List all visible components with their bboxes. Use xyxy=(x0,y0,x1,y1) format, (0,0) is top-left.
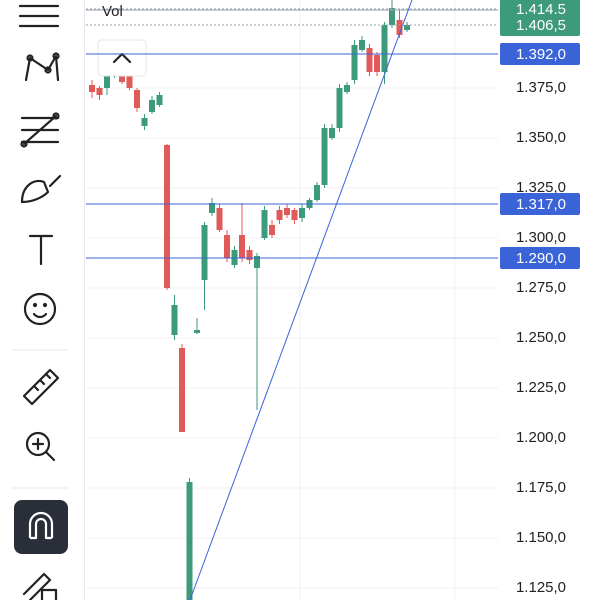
candle-body xyxy=(254,256,260,268)
candle-body xyxy=(186,482,193,600)
zoom-tool[interactable] xyxy=(25,431,56,462)
candle-body xyxy=(89,85,95,92)
vol-label: Vol xyxy=(102,3,123,20)
price-tag xyxy=(500,14,580,36)
fib-tool[interactable] xyxy=(20,112,60,148)
collapse-button[interactable] xyxy=(97,39,147,77)
y-tick-label: 1.150,0 xyxy=(516,529,566,546)
candle-body xyxy=(366,48,373,72)
magnet-tool-active[interactable] xyxy=(14,500,68,554)
candle-body xyxy=(194,330,200,333)
y-tick-label: 1.200,0 xyxy=(516,429,566,446)
button-box[interactable] xyxy=(97,39,147,77)
y-tick-label: 1.350,0 xyxy=(516,129,566,146)
candle-body xyxy=(351,45,358,80)
candle-body xyxy=(284,208,290,215)
pattern-tool[interactable] xyxy=(24,52,60,82)
candle-body xyxy=(216,208,223,230)
candle-body xyxy=(389,8,395,25)
text-tool[interactable] xyxy=(28,234,54,266)
price-tag xyxy=(500,247,580,269)
candle-body xyxy=(239,235,245,258)
price-tag-label: 1.406,5 xyxy=(516,17,566,34)
candle-body xyxy=(359,40,365,50)
price-tag xyxy=(500,43,580,65)
candle-body xyxy=(404,25,410,30)
candle-body xyxy=(141,118,148,126)
magnet-icon xyxy=(28,511,54,540)
y-tick-label: 1.300,0 xyxy=(516,229,566,246)
candle-body xyxy=(179,348,185,432)
candle-body xyxy=(96,88,103,95)
toolbar xyxy=(0,0,85,600)
candle-body xyxy=(164,145,170,288)
price-tag xyxy=(500,193,580,215)
y-tick-label: 1.125,0 xyxy=(516,579,566,596)
candle-body xyxy=(149,100,155,112)
y-tick-label: 1.175,0 xyxy=(516,479,566,496)
ruler-tool[interactable] xyxy=(22,368,60,406)
y-tick-label: 1.275,0 xyxy=(516,279,566,296)
y-tick-label: 1.250,0 xyxy=(516,329,566,346)
candle-body xyxy=(314,185,320,200)
candle-body xyxy=(329,128,335,138)
candle-body xyxy=(156,95,163,105)
candle-body xyxy=(374,55,380,72)
lock-tool[interactable] xyxy=(22,572,58,600)
candle-body xyxy=(299,208,305,218)
candle-body xyxy=(269,225,275,235)
candle-body xyxy=(336,88,343,128)
price-tag-label: 1.414,5 xyxy=(516,1,566,18)
candle-body xyxy=(171,305,178,335)
candle-body xyxy=(344,85,350,92)
y-tick-label: 1.375,0 xyxy=(516,79,566,96)
candle-body xyxy=(276,210,283,220)
brush-tool[interactable] xyxy=(20,174,62,204)
candle-body xyxy=(261,210,268,238)
price-tag-label: 1.290,0 xyxy=(516,250,566,267)
price-tag-label: 1.392,0 xyxy=(516,46,566,63)
candle-body xyxy=(134,90,140,108)
trend-line xyxy=(189,0,413,600)
emoji-tool[interactable] xyxy=(23,292,57,326)
candle-body xyxy=(201,225,208,280)
candle-body xyxy=(126,75,133,88)
y-tick-label: 1.225,0 xyxy=(516,379,566,396)
candle-body xyxy=(321,128,328,185)
candle-body xyxy=(381,25,388,72)
y-tick-label: 1.325,0 xyxy=(516,179,566,196)
candle-body xyxy=(224,235,230,258)
lines-tool[interactable] xyxy=(18,4,60,28)
grid xyxy=(299,0,456,600)
candle-body xyxy=(396,20,403,35)
candle-body xyxy=(291,210,298,220)
price-tag-label: 1.317,0 xyxy=(516,196,566,213)
candle-body xyxy=(209,203,215,213)
candle-body xyxy=(246,250,253,260)
